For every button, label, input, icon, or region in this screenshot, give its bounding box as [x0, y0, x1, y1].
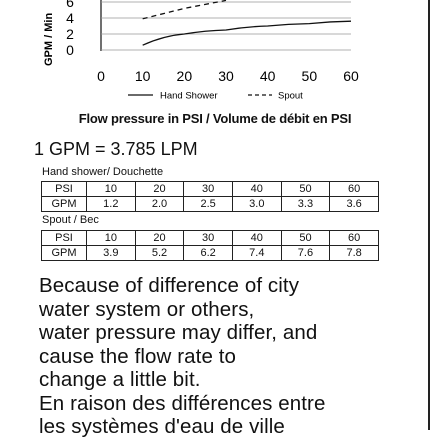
note-line: water system or others, [39, 297, 255, 321]
table-cell: 3.9 [86, 245, 136, 261]
table-cell: GPM [41, 245, 87, 261]
x-tick-label: 60 [343, 68, 359, 84]
table-cell: 30 [183, 181, 233, 197]
table-row: PSI 10 20 30 40 50 60 [41, 181, 379, 197]
table-cell: PSI [41, 181, 87, 197]
table-cell: 2.0 [134, 196, 185, 212]
hand-shower-table-title: Hand shower/ Douchette [42, 166, 164, 178]
note-line: les systèmes d'eau de ville [39, 415, 285, 438]
table-cell: 1.2 [86, 196, 136, 212]
page-right-border [428, 0, 430, 430]
table-cell: 20 [134, 230, 185, 246]
y-tick-label: 6 [66, 0, 74, 10]
table-cell: 60 [329, 230, 379, 246]
legend-spout-label: Spout [278, 91, 303, 102]
table-cell: 2.5 [183, 196, 233, 212]
table-cell: 7.4 [231, 245, 282, 261]
table-cell: 40 [231, 181, 282, 197]
water-pressure-note: Because of difference of city water syst… [39, 274, 429, 439]
note-line: water pressure may differ, and [39, 321, 318, 344]
x-axis-ticks: 0 10 20 30 40 50 60 [97, 68, 359, 84]
y-tick-label: 0 [66, 42, 74, 58]
table-cell: 6.2 [183, 245, 233, 261]
table-cell: PSI [41, 230, 87, 246]
table-row: PSI 10 20 30 40 50 60 [41, 230, 379, 246]
table-cell: 40 [231, 230, 282, 246]
x-tick-label: 30 [218, 68, 234, 84]
table-cell: 10 [86, 230, 136, 246]
table-cell: 20 [134, 181, 185, 197]
hand-shower-series-line [142, 20, 352, 46]
table-cell: 7.8 [329, 245, 379, 261]
note-line: En raison des différences entre [39, 391, 326, 415]
y-tick-label: 2 [66, 26, 74, 42]
table-cell: 10 [86, 181, 136, 197]
table-row: GPM 3.9 5.2 6.2 7.4 7.6 7.8 [41, 245, 379, 261]
note-line: cause the flow rate to [39, 344, 237, 368]
table-cell: GPM [41, 196, 87, 212]
series-layer [142, 0, 352, 46]
table-cell: 50 [280, 181, 331, 197]
table-row: GPM 1.2 2.0 2.5 3.0 3.3 3.6 [41, 196, 379, 212]
table-cell: 50 [280, 230, 331, 246]
chart-grid [100, 0, 351, 51]
table-cell: 7.6 [280, 245, 331, 261]
table-cell: 60 [329, 181, 379, 197]
x-tick-label: 40 [260, 68, 276, 84]
y-tick-label: 4 [66, 10, 74, 26]
spout-series-line [142, 0, 227, 20]
table-cell: 3.6 [329, 196, 379, 212]
x-tick-label: 10 [135, 68, 151, 84]
spout-table: PSI 10 20 30 40 50 60 GPM 3.9 5.2 6.2 7.… [41, 230, 379, 261]
legend-hand-shower-label: Hand Shower [160, 91, 218, 102]
note-line: Because of difference of city [39, 274, 300, 297]
x-tick-label: 0 [97, 68, 105, 84]
hand-shower-table: PSI 10 20 30 40 50 60 GPM 1.2 2.0 2.5 3.… [41, 181, 379, 212]
x-tick-label: 20 [177, 68, 193, 84]
table-cell: 30 [183, 230, 233, 246]
chart-legend: Hand Shower Spout [128, 91, 303, 102]
x-tick-label: 50 [302, 68, 318, 84]
flow-pressure-label: Flow pressure in PSI / Volume de débit e… [78, 111, 352, 126]
note-line: change a little bit. [39, 368, 201, 391]
spout-table-title: Spout / Bec [42, 214, 99, 226]
table-cell: 5.2 [134, 245, 185, 261]
table-cell: 3.3 [280, 196, 331, 212]
gpm-conversion: 1 GPM = 3.785 LPM [34, 139, 198, 159]
chart-ylabel: GPM / Min [43, 13, 55, 66]
table-cell: 3.0 [231, 196, 282, 212]
